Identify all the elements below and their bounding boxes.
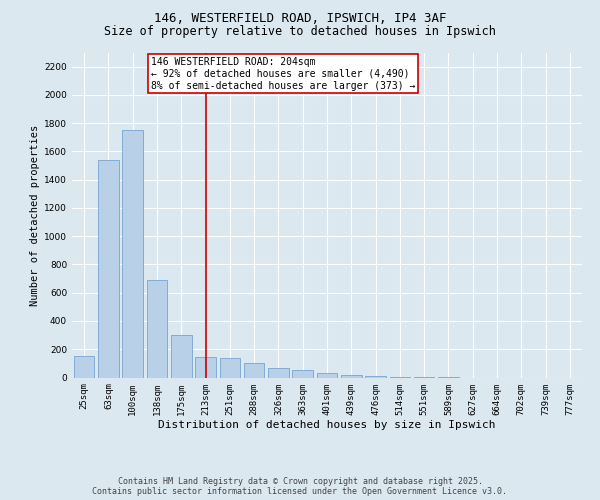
Bar bbox=[244, 364, 265, 378]
Bar bbox=[220, 358, 240, 378]
Bar bbox=[292, 370, 313, 378]
Bar bbox=[317, 372, 337, 378]
Bar bbox=[341, 374, 362, 378]
Bar bbox=[146, 280, 167, 378]
Text: Contains HM Land Registry data © Crown copyright and database right 2025.
Contai: Contains HM Land Registry data © Crown c… bbox=[92, 476, 508, 496]
Text: 146 WESTERFIELD ROAD: 204sqm
← 92% of detached houses are smaller (4,490)
8% of : 146 WESTERFIELD ROAD: 204sqm ← 92% of de… bbox=[151, 58, 415, 90]
Bar bbox=[122, 130, 143, 378]
Y-axis label: Number of detached properties: Number of detached properties bbox=[30, 124, 40, 306]
Bar bbox=[268, 368, 289, 378]
X-axis label: Distribution of detached houses by size in Ipswich: Distribution of detached houses by size … bbox=[158, 420, 496, 430]
Text: 146, WESTERFIELD ROAD, IPSWICH, IP4 3AF: 146, WESTERFIELD ROAD, IPSWICH, IP4 3AF bbox=[154, 12, 446, 26]
Bar bbox=[98, 160, 119, 378]
Bar bbox=[389, 377, 410, 378]
Bar bbox=[195, 357, 216, 378]
Bar bbox=[365, 376, 386, 378]
Text: Size of property relative to detached houses in Ipswich: Size of property relative to detached ho… bbox=[104, 25, 496, 38]
Bar bbox=[74, 356, 94, 378]
Bar bbox=[171, 335, 191, 378]
